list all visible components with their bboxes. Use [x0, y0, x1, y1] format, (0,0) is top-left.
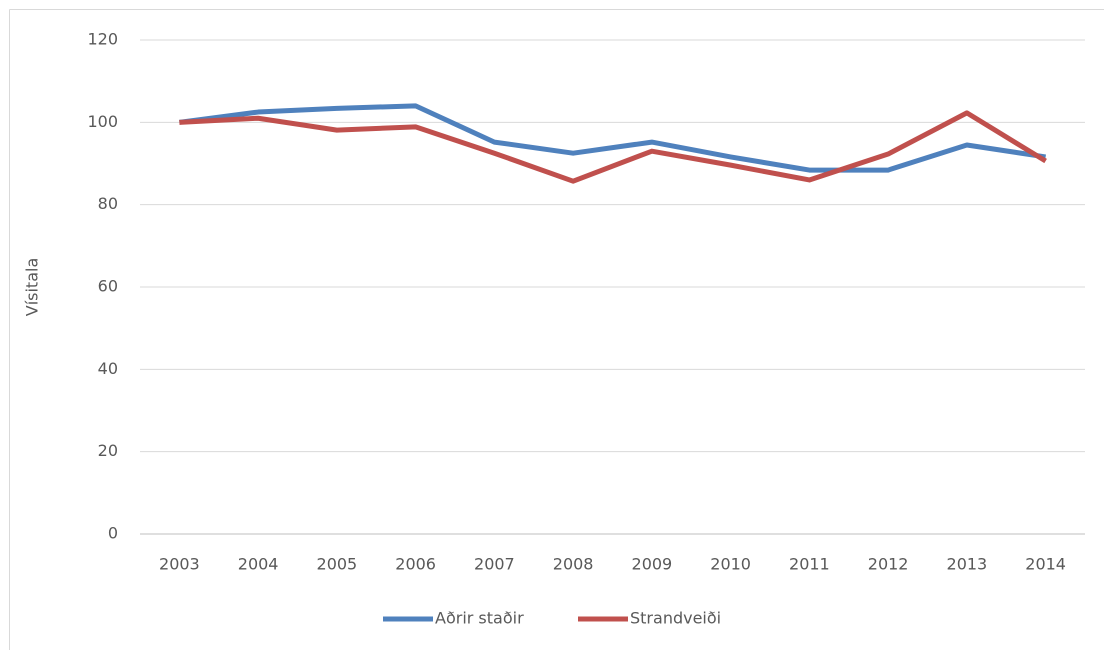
x-tick-label: 2004 [238, 555, 279, 574]
y-tick-label: 120 [87, 30, 118, 49]
y-tick-label: 80 [98, 194, 118, 213]
x-tick-label: 2007 [474, 555, 515, 574]
y-axis-label: Vísitala [23, 258, 42, 317]
x-tick-label: 2013 [947, 555, 988, 574]
series-line [179, 103, 1047, 173]
y-tick-label: 60 [98, 277, 118, 296]
y-tick-label: 40 [98, 359, 118, 378]
x-tick-label: 2005 [317, 555, 358, 574]
x-tick-label: 2009 [632, 555, 673, 574]
x-tick-label: 2008 [553, 555, 594, 574]
y-tick-label: 20 [98, 441, 118, 460]
x-tick-label: 2006 [395, 555, 436, 574]
x-tick-label: 2010 [710, 555, 751, 574]
legend-label: Strandveiði [630, 609, 721, 628]
series-line [179, 110, 1047, 184]
x-tick-label: 2014 [1025, 555, 1066, 574]
x-tick-label: 2003 [159, 555, 200, 574]
x-tick-label: 2012 [868, 555, 909, 574]
y-tick-label: 0 [108, 524, 118, 543]
legend-label: Aðrir staðir [435, 609, 524, 628]
x-tick-label: 2011 [789, 555, 830, 574]
y-tick-label: 100 [87, 112, 118, 131]
